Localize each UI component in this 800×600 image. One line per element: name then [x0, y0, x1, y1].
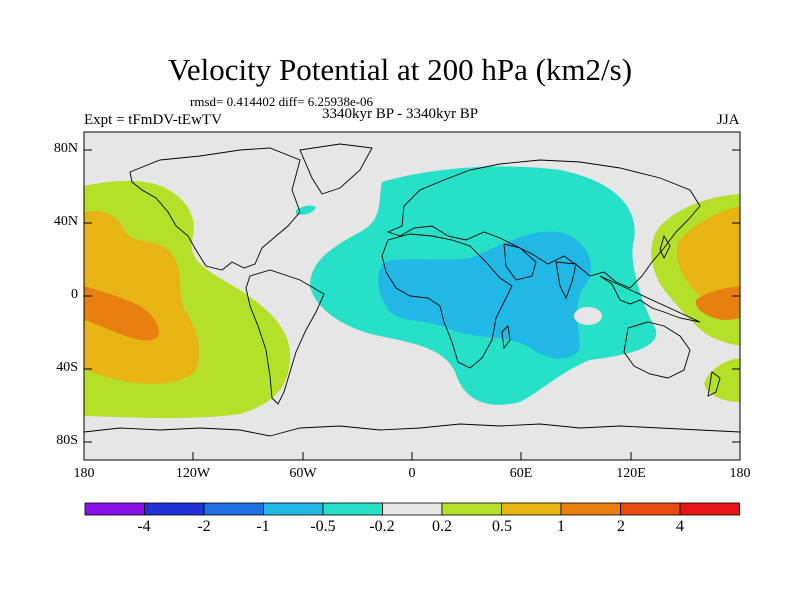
europe-asia-coast [386, 159, 701, 289]
lat-label-80s: 80S [56, 433, 78, 448]
lat-label-40s: 40S [56, 360, 78, 375]
colorbar-swatch [322, 502, 383, 516]
pacific-positive-strong [84, 286, 159, 341]
greenland-negative [296, 205, 316, 215]
lat-label-eq: 0 [71, 287, 78, 302]
lat-label-80n: 80N [53, 141, 78, 156]
stats-line: rmsd= 0.414402 diff= 6.25938e-06 [190, 94, 374, 109]
southeast-asia-coast [599, 275, 701, 323]
colorbar-label: 0.2 [432, 518, 452, 535]
map-panel [83, 131, 741, 461]
arabia-coast [503, 243, 537, 281]
colorbar-label: -0.2 [369, 518, 395, 535]
japan-coast [659, 234, 671, 260]
colorbar-swatch [441, 502, 502, 516]
coastlines [84, 143, 740, 437]
colorbar-label: -1 [256, 518, 270, 535]
australia-coast [623, 321, 691, 379]
colorbar-label: -0.5 [310, 518, 336, 535]
india-coast [555, 261, 577, 300]
africa-coast [381, 233, 513, 369]
axis-ticks [83, 149, 741, 460]
colorbar-swatch [263, 502, 324, 516]
lon-label-60w: 60W [289, 466, 317, 481]
map-title: Velocity Potential at 200 hPa (km2/s) [167, 52, 633, 87]
colorbar-swatch [144, 502, 205, 516]
new-zealand-coast [707, 371, 721, 397]
wpacific-positive-weak-south [704, 358, 740, 402]
lon-label-0: 0 [408, 466, 416, 481]
indian-ocean-hole [574, 307, 602, 325]
lon-label-180e: 180 [729, 466, 751, 481]
colorbar-swatch [84, 502, 145, 516]
antarctica-coast [84, 423, 740, 437]
colorbar [84, 502, 740, 516]
north-america-coast [129, 147, 301, 271]
colorbar-swatch [679, 502, 740, 516]
colorbar-label: -2 [197, 518, 211, 535]
colorbar-swatch [382, 502, 443, 516]
colorbar-label: 1 [557, 518, 565, 535]
colorbar-label: 4 [676, 518, 684, 535]
south-america-coast [245, 269, 325, 405]
experiment-label: Expt = tFmDV-tEwTV [84, 112, 222, 128]
colorbar-swatch [560, 502, 621, 516]
colorbar-swatch [620, 502, 681, 516]
greenland-coast [299, 143, 373, 195]
colorbar-swatch [501, 502, 562, 516]
colorbar-label: -4 [137, 518, 151, 535]
colorbar-label: 2 [617, 518, 625, 535]
colorbar-swatch [203, 502, 264, 516]
season-label: JJA [717, 112, 740, 128]
madagascar-coast [501, 325, 511, 350]
lon-label-60e: 60E [509, 466, 533, 481]
colorbar-label: 0.5 [492, 518, 512, 535]
africa-negative-mid [378, 231, 591, 359]
wpacific-positive-strong [695, 286, 740, 320]
period-label: 3340kyr BP - 3340kyr BP [322, 106, 479, 122]
lat-label-40n: 40N [53, 214, 78, 229]
lon-label-120w: 120W [175, 466, 211, 481]
lon-label-180w: 180 [73, 466, 95, 481]
pacific-positive-mid [84, 210, 200, 384]
lon-label-120e: 120E [616, 466, 646, 481]
